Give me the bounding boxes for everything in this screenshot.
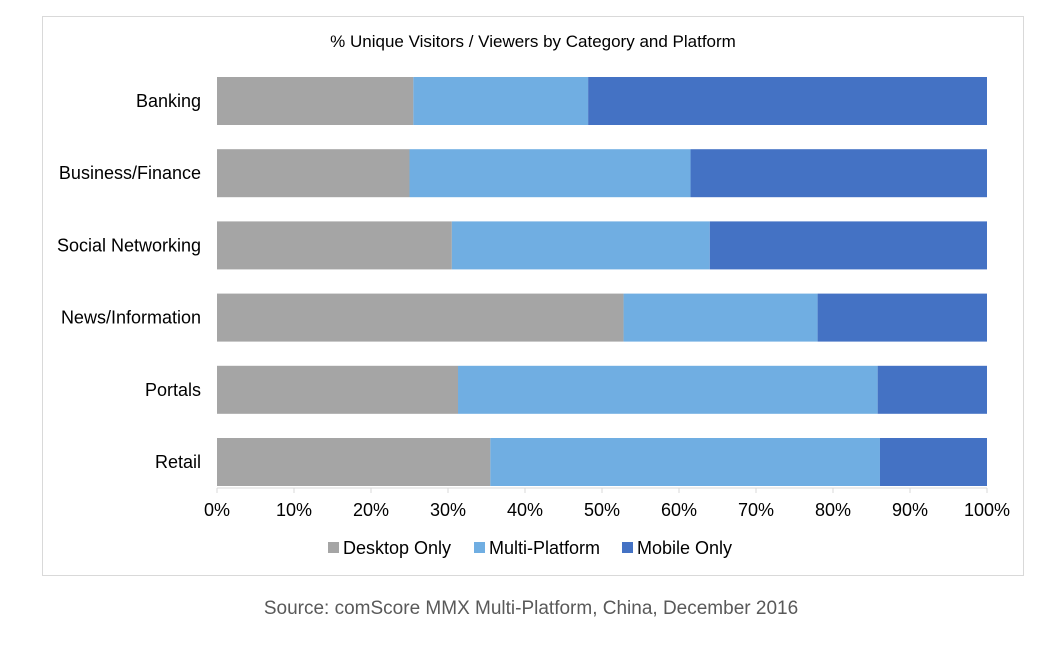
- bar-segment-3-row-3: [709, 221, 987, 270]
- legend-swatch: [474, 542, 485, 553]
- x-tick-label: 100%: [964, 500, 1010, 520]
- x-tick-label: 40%: [507, 500, 543, 520]
- x-tick-label: 0%: [204, 500, 230, 520]
- bar-segment-1-row-3: [217, 221, 452, 270]
- x-tick-label: 50%: [584, 500, 620, 520]
- x-tick-label: 10%: [276, 500, 312, 520]
- x-tick-label: 60%: [661, 500, 697, 520]
- bar-segment-2-row-5: [458, 365, 878, 414]
- legend-label: Mobile Only: [637, 538, 732, 558]
- bar-segment-2-row-4: [623, 293, 818, 342]
- category-label: News/Information: [61, 308, 201, 328]
- x-tick-label: 80%: [815, 500, 851, 520]
- x-tick-label: 70%: [738, 500, 774, 520]
- bar-segment-2-row-2: [409, 149, 691, 198]
- legend: Desktop Only Multi-Platform Mobile Only: [328, 538, 732, 558]
- bar-segment-2-row-3: [451, 221, 710, 270]
- bar-segment-2-row-1: [413, 77, 589, 125]
- bar-segment-3-row-4: [817, 293, 987, 342]
- legend-label: Desktop Only: [343, 538, 451, 558]
- bar-segment-1-row-5: [217, 365, 459, 414]
- legend-swatch: [328, 542, 339, 553]
- bar-segment-1-row-1: [217, 77, 414, 125]
- chart-title: % Unique Visitors / Viewers by Category …: [330, 32, 736, 51]
- bar-segment-2-row-6: [490, 438, 880, 486]
- bar-segment-1-row-2: [217, 149, 410, 198]
- bar-segment-1-row-6: [217, 438, 491, 486]
- category-label: Banking: [136, 91, 201, 111]
- stacked-bar-chart: % Unique Visitors / Viewers by Category …: [57, 32, 1010, 558]
- legend-swatch: [622, 542, 633, 553]
- category-labels: Banking Business/Finance Social Networking…: [57, 91, 201, 472]
- category-label: Portals: [145, 380, 201, 400]
- bar-segment-3-row-1: [588, 77, 987, 125]
- x-tick-label: 20%: [353, 500, 389, 520]
- category-label: Business/Finance: [59, 163, 201, 183]
- x-axis: 0% 10% 20% 30% 40% 50% 60% 70% 80% 90% 100%: [204, 487, 1010, 520]
- bar-segment-1-row-4: [217, 293, 624, 342]
- x-tick-label: 90%: [892, 500, 928, 520]
- source-note: Source: comScore MMX Multi-Platform, Chi…: [263, 598, 799, 619]
- bar-segment-3-row-6: [879, 438, 987, 486]
- legend-label: Multi-Platform: [489, 538, 600, 558]
- bars-layer: [217, 77, 987, 486]
- chart-frame: % Unique Visitors / Viewers by Category …: [42, 16, 1024, 576]
- category-label: Retail: [155, 452, 201, 472]
- x-tick-label: 30%: [430, 500, 466, 520]
- bar-segment-3-row-5: [877, 365, 987, 414]
- category-label: Social Networking: [57, 235, 201, 255]
- bar-segment-3-row-2: [690, 149, 987, 198]
